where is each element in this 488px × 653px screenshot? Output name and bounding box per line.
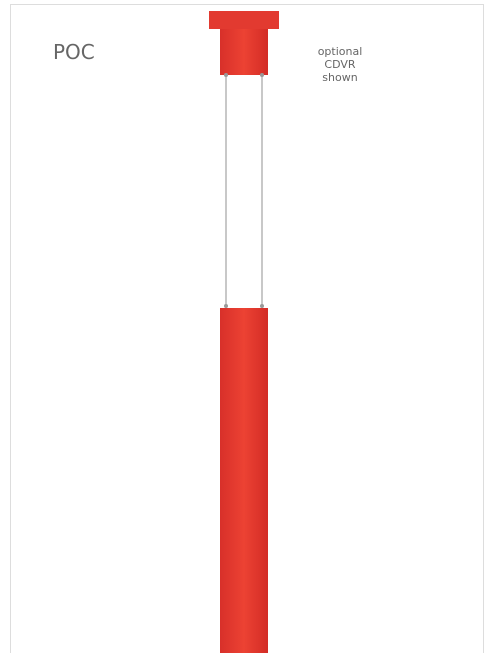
pendant-body <box>220 308 268 653</box>
cable-end <box>260 73 264 77</box>
canopy-plate <box>209 11 279 29</box>
note-line: shown <box>322 71 358 84</box>
title: POC <box>53 40 95 64</box>
note-line: optional <box>317 45 363 58</box>
note: optional CDVR shown <box>300 45 380 84</box>
frame <box>10 4 484 653</box>
cable-end <box>224 304 228 308</box>
canopy <box>220 29 268 75</box>
note-line: CDVR <box>324 58 356 71</box>
cable-end <box>260 304 264 308</box>
cable-end <box>224 73 228 77</box>
